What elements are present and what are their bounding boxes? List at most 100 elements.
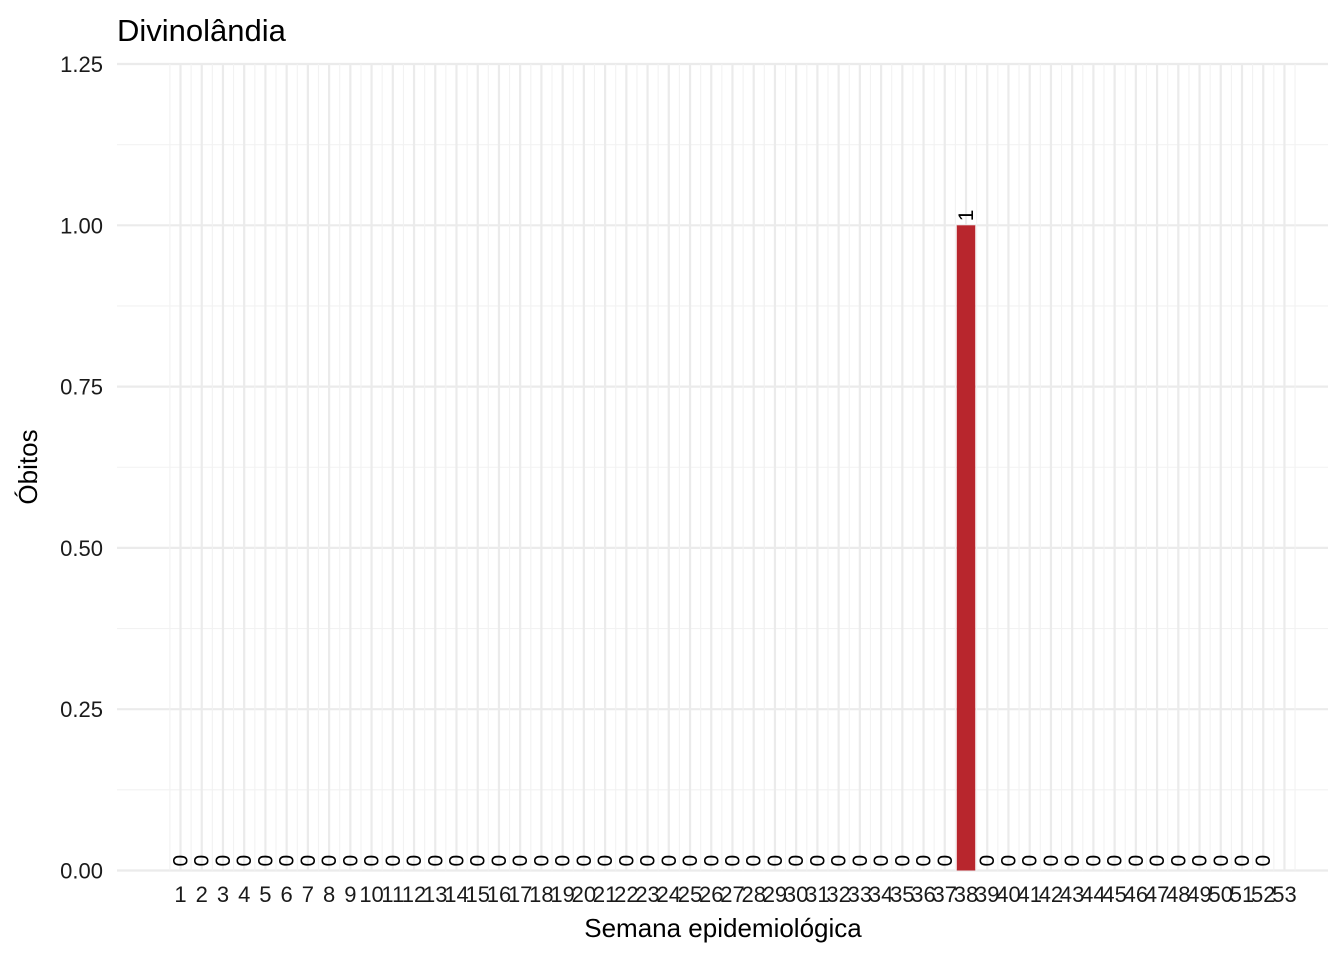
x-tick-label-37: 37 — [933, 882, 957, 907]
x-tick-label-52: 52 — [1251, 882, 1275, 907]
y-tick-label: 0.50 — [60, 536, 103, 561]
data-label-week-50: 0 — [1210, 855, 1233, 867]
data-label-week-44: 0 — [1082, 855, 1105, 867]
x-tick-label-22: 22 — [614, 882, 638, 907]
data-label-week-4: 0 — [233, 855, 256, 867]
x-tick-label-33: 33 — [848, 882, 872, 907]
x-tick-label-34: 34 — [869, 882, 893, 907]
data-label-week-1: 0 — [170, 855, 193, 867]
data-label-week-17: 0 — [509, 855, 532, 867]
data-label-week-2: 0 — [191, 855, 214, 867]
data-label-week-10: 0 — [361, 855, 384, 867]
x-axis-ticks: 1 2 3 4 5 6 7 8 9 1011121314151617181920212223242… — [174, 882, 1296, 907]
data-label-week-29: 0 — [764, 855, 787, 867]
x-tick-label-5: 5 — [259, 882, 271, 907]
x-tick-label-45: 45 — [1102, 882, 1126, 907]
data-label-week-26: 0 — [700, 855, 723, 867]
x-tick-label-23: 23 — [635, 882, 659, 907]
x-tick-label-21: 21 — [593, 882, 617, 907]
x-tick-label-24: 24 — [657, 882, 681, 907]
x-tick-label-3: 3 — [217, 882, 229, 907]
data-label-week-8: 0 — [318, 855, 341, 867]
data-label-week-23: 0 — [637, 855, 660, 867]
y-axis-title: Óbitos — [13, 429, 43, 504]
y-tick-label: 1.00 — [60, 213, 103, 238]
data-label-week-11: 0 — [382, 855, 405, 867]
x-tick-label-9: 9 — [344, 882, 356, 907]
data-label-week-27: 0 — [721, 855, 744, 867]
data-label-week-13: 0 — [424, 855, 447, 867]
grid-lines — [117, 62, 1328, 872]
data-labels: 0000000000000000000000000000000000000100… — [170, 210, 1276, 867]
x-tick-label-17: 17 — [508, 882, 532, 907]
x-tick-label-1: 1 — [174, 882, 186, 907]
x-tick-label-53: 53 — [1272, 882, 1296, 907]
x-tick-label-36: 36 — [911, 882, 935, 907]
x-tick-label-31: 31 — [805, 882, 829, 907]
bar-week-38 — [956, 225, 976, 871]
x-tick-label-15: 15 — [465, 882, 489, 907]
x-tick-label-10: 10 — [359, 882, 383, 907]
data-label-week-14: 0 — [445, 855, 468, 867]
data-label-week-51: 0 — [1231, 855, 1254, 867]
data-label-week-43: 0 — [1061, 855, 1084, 867]
data-label-week-16: 0 — [488, 855, 511, 867]
data-label-week-12: 0 — [403, 855, 426, 867]
x-tick-label-6: 6 — [281, 882, 293, 907]
x-tick-label-32: 32 — [826, 882, 850, 907]
x-tick-label-27: 27 — [720, 882, 744, 907]
x-tick-label-30: 30 — [784, 882, 808, 907]
data-label-week-32: 0 — [828, 855, 851, 867]
data-label-week-36: 0 — [913, 855, 936, 867]
data-label-week-49: 0 — [1189, 855, 1212, 867]
x-tick-label-50: 50 — [1209, 882, 1233, 907]
x-tick-label-20: 20 — [572, 882, 596, 907]
data-label-week-38: 1 — [955, 210, 978, 222]
x-tick-label-28: 28 — [741, 882, 765, 907]
data-label-week-37: 0 — [934, 855, 957, 867]
x-tick-label-18: 18 — [529, 882, 553, 907]
x-tick-label-46: 46 — [1124, 882, 1148, 907]
x-tick-label-25: 25 — [678, 882, 702, 907]
data-label-week-40: 0 — [997, 855, 1020, 867]
x-tick-label-43: 43 — [1060, 882, 1084, 907]
data-label-week-9: 0 — [339, 855, 362, 867]
data-label-week-41: 0 — [1019, 855, 1042, 867]
x-tick-label-7: 7 — [302, 882, 314, 907]
y-tick-label: 1.25 — [60, 52, 103, 77]
data-label-week-42: 0 — [1040, 855, 1063, 867]
x-tick-label-14: 14 — [444, 882, 468, 907]
y-tick-label: 0.75 — [60, 375, 103, 400]
data-label-week-21: 0 — [594, 855, 617, 867]
x-tick-label-48: 48 — [1166, 882, 1190, 907]
x-tick-label-19: 19 — [550, 882, 574, 907]
x-tick-label-41: 41 — [1017, 882, 1041, 907]
data-label-week-7: 0 — [297, 855, 320, 867]
data-label-week-19: 0 — [552, 855, 575, 867]
x-tick-label-2: 2 — [196, 882, 208, 907]
data-label-week-18: 0 — [530, 855, 553, 867]
data-label-week-33: 0 — [849, 855, 872, 867]
chart-title: Divinolândia — [117, 13, 287, 48]
data-label-week-30: 0 — [785, 855, 808, 867]
y-tick-label: 0.00 — [60, 859, 103, 884]
x-tick-label-4: 4 — [238, 882, 250, 907]
x-tick-label-16: 16 — [487, 882, 511, 907]
x-tick-label-12: 12 — [402, 882, 426, 907]
data-label-week-3: 0 — [212, 855, 235, 867]
data-label-week-31: 0 — [806, 855, 829, 867]
x-tick-label-35: 35 — [890, 882, 914, 907]
x-axis-title: Semana epidemiológica — [584, 913, 862, 943]
data-label-week-28: 0 — [743, 855, 766, 867]
data-label-week-52: 0 — [1252, 855, 1275, 867]
x-tick-label-13: 13 — [423, 882, 447, 907]
bars — [956, 225, 976, 871]
data-label-week-24: 0 — [658, 855, 681, 867]
data-label-week-34: 0 — [870, 855, 893, 867]
y-axis-ticks: 0.00 0.25 0.50 0.75 1.00 1.25 — [60, 52, 103, 884]
data-label-week-25: 0 — [679, 855, 702, 867]
data-label-week-5: 0 — [254, 855, 277, 867]
x-tick-label-29: 29 — [763, 882, 787, 907]
data-label-week-6: 0 — [276, 855, 299, 867]
